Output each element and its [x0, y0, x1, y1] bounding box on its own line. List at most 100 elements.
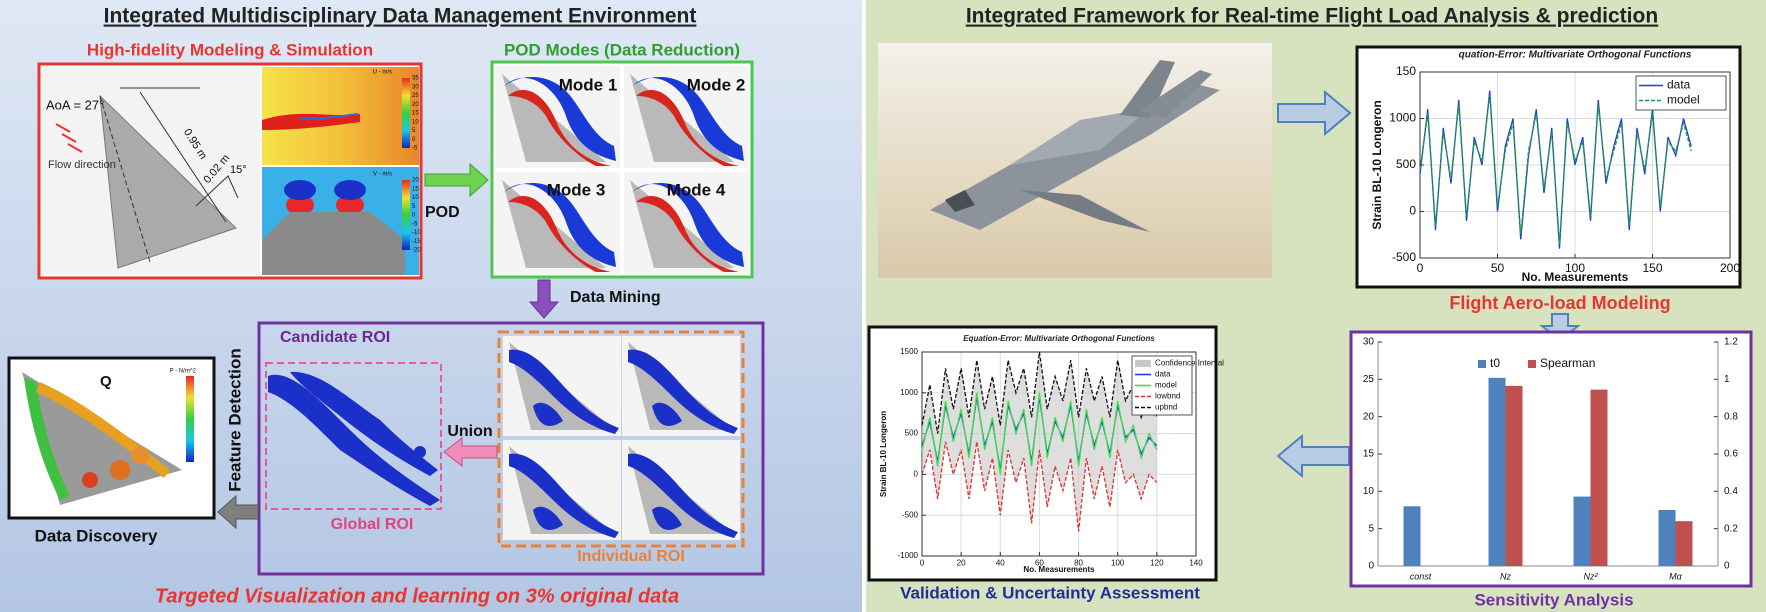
colorbar-tick-label: 15: [412, 111, 419, 117]
sensitivity-caption: Sensitivity Analysis: [1474, 590, 1633, 609]
legend-swatch: [1478, 360, 1486, 368]
roi-image: [503, 440, 621, 540]
x-tick-label: 0: [920, 558, 925, 567]
series-line: [1419, 95, 1692, 245]
y-tick-label: 15: [1363, 449, 1375, 460]
y-tick-label: 0: [914, 470, 919, 479]
arrow-left: [1276, 433, 1350, 479]
jet-photo: [878, 43, 1272, 278]
colorbar-tick-label: -20: [412, 248, 421, 254]
y-tick-label: 1000: [900, 388, 918, 397]
data-mining-label: Data Mining: [570, 289, 661, 306]
roi-image: [503, 336, 621, 436]
colorbar-tick-label: -15: [412, 239, 421, 245]
simulation-box: AoA = 27° Flow direction 0.95 m 0.02 m 1…: [37, 62, 423, 280]
legend-label: data: [1155, 370, 1171, 379]
x-tick-label: 100: [1111, 558, 1125, 567]
colorbar-tick-label: 0: [412, 137, 416, 143]
colorbar-tick-label: 20: [412, 102, 419, 108]
y-tick-label: 1000: [1389, 111, 1416, 125]
x-tick-label: 80: [1074, 558, 1083, 567]
roi-image: [622, 440, 740, 540]
legend-label: Spearman: [1540, 356, 1595, 370]
colorbar-tick-label: 5: [412, 204, 416, 210]
x-tick-label: Nz²: [1584, 571, 1599, 581]
y2-tick-label: 1: [1724, 374, 1730, 385]
individual-roi-box: [497, 330, 745, 548]
y2-tick-label: 1.2: [1724, 337, 1738, 348]
colorbar-tick-label: 5: [412, 128, 416, 134]
union-label: Union: [447, 423, 492, 440]
y-tick-label: 1500: [900, 347, 918, 356]
colorbar-tick-label: 0: [412, 213, 416, 219]
x-tick-label: 200: [1720, 261, 1740, 275]
global-roi-box: [265, 362, 442, 510]
mode-label: Mode 2: [687, 75, 746, 94]
y-tick-label: -1000: [898, 551, 919, 560]
right-title: Integrated Framework for Real-time Fligh…: [966, 5, 1658, 28]
bar: [1590, 389, 1608, 566]
y-tick-label: 25: [1363, 374, 1375, 385]
flight-load-caption: Flight Aero-load Modeling: [1449, 293, 1670, 313]
y2-tick-label: 0.6: [1724, 449, 1738, 460]
legend-label: t0: [1490, 356, 1500, 370]
x-tick-label: 40: [996, 558, 1005, 567]
u-colorbar-label: U - m/s: [373, 70, 392, 76]
plot-frame: [1419, 71, 1731, 259]
bar: [1658, 510, 1676, 566]
arrow-right: [1277, 89, 1352, 137]
y-tick-label: 20: [1363, 411, 1375, 422]
legend-label: data: [1667, 78, 1691, 92]
mode-label: Mode 4: [667, 180, 726, 199]
x-tick-label: 150: [1642, 261, 1662, 275]
legend-label: Confidence Interval: [1155, 359, 1224, 368]
individual-roi-label: Individual ROI: [577, 548, 685, 565]
legend-label: lowbnd: [1155, 392, 1180, 401]
mode-label: Mode 3: [547, 180, 606, 199]
y-tick-label: 0: [1409, 204, 1416, 218]
confidence-band: [922, 352, 1157, 532]
y2-tick-label: 0.4: [1724, 486, 1738, 497]
q-label: Q: [100, 373, 112, 390]
roi-box: [257, 321, 765, 576]
roi-image: [622, 336, 740, 436]
y-tick-label: -500: [1392, 250, 1416, 264]
left-title: Integrated Multidisciplinary Data Manage…: [104, 5, 697, 28]
legend-label: model: [1155, 381, 1177, 390]
legend-swatch: [1528, 360, 1536, 368]
legend-label: model: [1667, 93, 1700, 107]
colorbar-tick-label: 10: [412, 195, 419, 201]
y-tick-label: 150: [1396, 64, 1416, 78]
y-tick-label: 500: [905, 429, 919, 438]
aoa-label: AoA = 27°: [46, 97, 104, 112]
discovery-arrow: [217, 494, 259, 530]
feature-detection-label: Feature Detection: [225, 348, 244, 492]
y2-tick-label: 0.2: [1724, 523, 1738, 534]
colorbar-tick-label: 30: [412, 84, 419, 90]
y2-tick-label: 0: [1724, 561, 1730, 572]
mode-label: Mode 1: [559, 75, 618, 94]
y-tick-label: 10: [1363, 486, 1375, 497]
data-discovery-label: Data Discovery: [35, 526, 158, 545]
y-axis-label: Strain BL-10 Longeron: [1370, 100, 1384, 229]
mining-arrow: [528, 279, 560, 319]
x-tick-label: 120: [1150, 558, 1164, 567]
series-line: [921, 351, 1158, 434]
colorbar-tick-label: 25: [412, 93, 419, 99]
discovery-box: [7, 356, 216, 520]
angle-label: 15°: [230, 164, 247, 176]
chart-title: Equation-Error: Multivariate Orthogonal …: [963, 334, 1155, 343]
v-colorbar-label: V - m/s: [373, 172, 392, 178]
x-tick-label: 100: [1565, 261, 1585, 275]
candidate-roi-label: Candidate ROI: [280, 329, 390, 346]
y2-tick-label: 0.8: [1724, 411, 1738, 422]
colorbar-tick-label: -10: [412, 230, 421, 236]
x-tick-label: 60: [1035, 558, 1044, 567]
pod-arrow-label: POD: [425, 204, 460, 221]
x-axis-label: No. Measurements: [1023, 565, 1095, 574]
colorbar-tick-label: -5: [412, 146, 418, 152]
y-tick-label: -500: [902, 510, 919, 519]
x-axis-label: No. Measurements: [1522, 270, 1629, 284]
x-tick-label: Mα: [1669, 571, 1682, 581]
bar: [1675, 521, 1693, 566]
